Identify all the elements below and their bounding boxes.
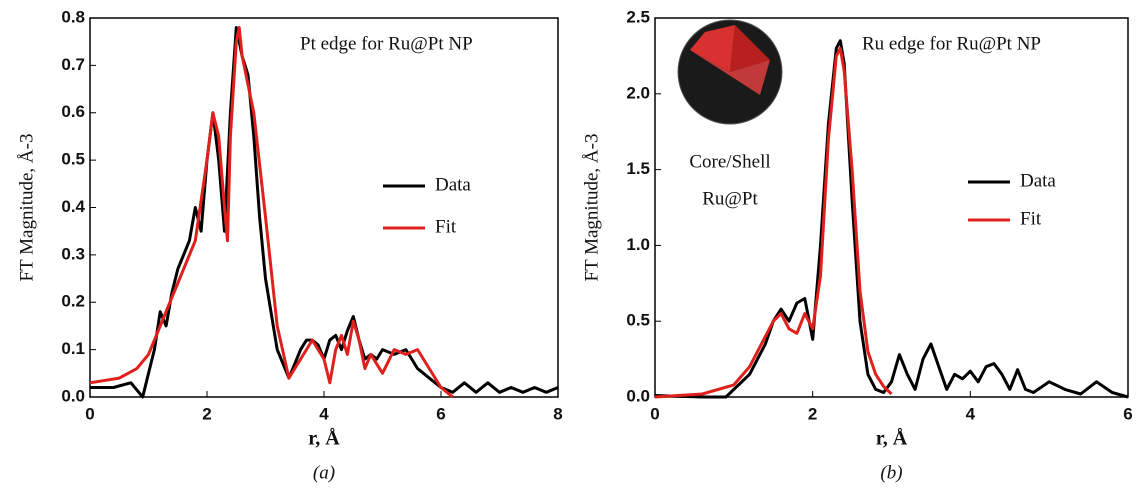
x-tick-label: 8: [553, 404, 562, 423]
y-tick-label: 2.5: [626, 7, 650, 26]
y-tick-label: 2.0: [626, 83, 650, 102]
x-tick-label: 6: [436, 404, 445, 423]
legend-label: Data: [435, 174, 471, 195]
y-axis-label: FT Magnitude, Å-3: [16, 134, 37, 282]
plot-frame: [89, 17, 559, 398]
x-tick-label: 0: [85, 404, 94, 423]
caption: (b): [880, 462, 902, 483]
x-axis-label: r, Å: [876, 427, 908, 450]
inset-sphere: [677, 19, 783, 125]
y-tick-label: 0.5: [61, 150, 85, 169]
legend-label: Data: [1020, 170, 1056, 191]
x-tick-label: 4: [319, 404, 329, 423]
x-tick-label: 0: [650, 404, 659, 423]
y-tick-label: 0.6: [61, 102, 85, 121]
annotation: Pt edge for Ru@Pt NP: [300, 33, 473, 54]
y-axis-label: FT Magnitude, Å-3: [581, 134, 602, 282]
y-tick-label: 1.0: [626, 235, 650, 254]
caption: (a): [313, 462, 335, 483]
inset-label: Ru@Pt: [702, 188, 758, 209]
plot-frame: [654, 17, 1129, 398]
y-tick-label: 0.8: [61, 7, 85, 26]
line-series: [654, 46, 893, 399]
line-series: [90, 26, 559, 399]
legend-label: Fit: [1020, 208, 1042, 229]
line-series: [89, 26, 454, 399]
y-tick-label: 1.5: [626, 159, 650, 178]
y-tick-label: 0.2: [61, 292, 85, 311]
y-tick-label: 0.0: [626, 386, 650, 405]
y-tick-label: 0.1: [61, 339, 85, 358]
y-tick-label: 0.7: [61, 55, 85, 74]
x-tick-label: 4: [966, 404, 976, 423]
x-axis-label: r, Å: [308, 427, 340, 450]
x-tick-label: 6: [1123, 404, 1132, 423]
legend-label: Fit: [435, 216, 457, 237]
line-series: [654, 39, 1129, 399]
inset-label: Core/Shell: [689, 151, 770, 172]
x-tick-label: 2: [808, 404, 817, 423]
y-tick-label: 0.3: [61, 244, 85, 263]
x-tick-label: 2: [202, 404, 211, 423]
y-tick-label: 0.0: [61, 386, 85, 405]
y-tick-label: 0.4: [61, 197, 85, 216]
y-tick-label: 0.5: [626, 311, 650, 330]
annotation: Ru edge for Ru@Pt NP: [862, 33, 1041, 54]
